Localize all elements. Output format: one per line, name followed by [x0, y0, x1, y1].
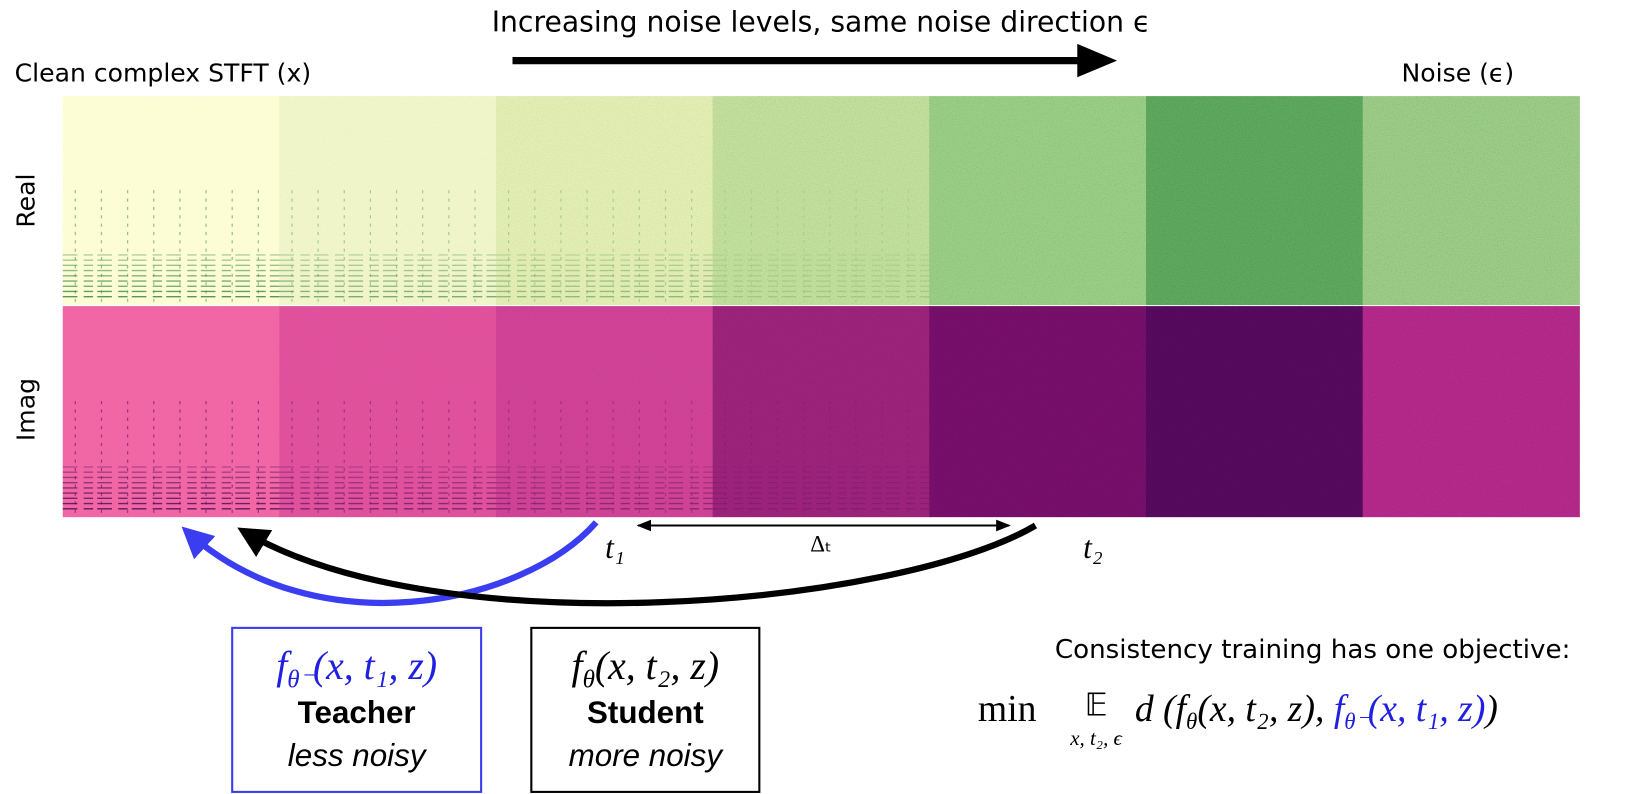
student-note: more noisy	[569, 738, 725, 773]
objective-caption: Consistency training has one objective:	[1055, 635, 1571, 665]
panel-noise	[713, 96, 930, 305]
panel-noise	[63, 96, 280, 305]
panel-noise	[713, 306, 930, 517]
student-name: Student	[587, 695, 704, 730]
panel-noise	[496, 306, 713, 517]
panel-noise	[279, 306, 496, 517]
objective-min: min	[978, 688, 1037, 730]
right-label: Noise (ϵ)	[1402, 59, 1515, 88]
args: (x, t₂, z),	[1197, 688, 1333, 730]
sub: θ⁻	[287, 666, 314, 693]
teacher-name: Teacher	[298, 695, 416, 730]
sub: θ	[1186, 709, 1197, 734]
panel-noise	[279, 96, 496, 305]
panel-noise	[929, 306, 1146, 517]
page: Consistency training diagram {"header": …	[0, 0, 1640, 794]
panel-noise	[1146, 96, 1363, 305]
t2-label: t₂	[1083, 530, 1103, 565]
sub: θ⁻	[1344, 709, 1369, 734]
panel-noise	[1146, 306, 1363, 517]
objective-formula: d (fθ(x, t₂, z), fθ⁻(x, t₁, z))	[1135, 688, 1498, 734]
d: d (	[1135, 688, 1178, 730]
panel-noise	[929, 96, 1146, 305]
panel-noise	[63, 306, 280, 517]
body: Increasing noise levels, same noise dire…	[0, 0, 1640, 794]
objective-expect: 𝔼	[1085, 688, 1108, 723]
t1-label: t₁	[605, 530, 625, 565]
objective-under: x, t₂, ϵ	[1069, 726, 1123, 750]
student-arrow	[243, 526, 1036, 604]
args: (x, t₁, z)	[313, 644, 437, 688]
spectrogram-panels	[63, 96, 1580, 517]
close: )	[1483, 688, 1498, 730]
panel-noise	[1363, 306, 1580, 517]
args: (x, t₁, z)	[1368, 688, 1486, 730]
sub: θ	[583, 666, 595, 693]
panel-noise	[1363, 96, 1580, 305]
noise-arrow-head	[1077, 44, 1117, 77]
title: Increasing noise levels, same noise dire…	[492, 5, 1151, 38]
left-label: Clean complex STFT (x)	[15, 59, 311, 88]
row-label: Real	[12, 174, 41, 228]
row-label: Imag	[12, 378, 41, 441]
delta-label: Δₜ	[810, 532, 832, 557]
panel-noise	[496, 96, 713, 305]
teacher-note: less noisy	[288, 738, 428, 773]
args: (x, t₂, z)	[595, 644, 719, 688]
diagram: Increasing noise levels, same noise dire…	[0, 0, 1640, 794]
